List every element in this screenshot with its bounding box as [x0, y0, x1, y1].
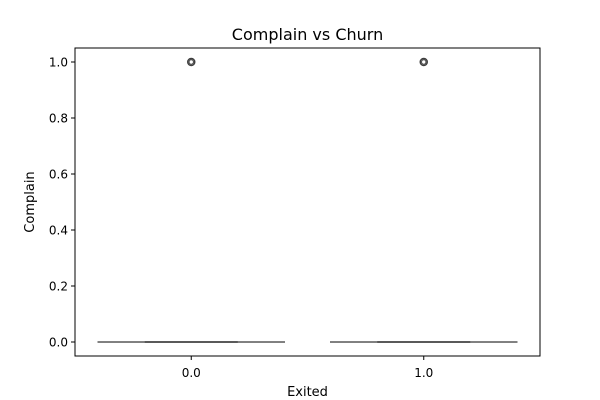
y-tick-label: 0.8 [49, 112, 68, 126]
y-tick-label: 0.4 [49, 224, 68, 238]
outlier-point [187, 57, 196, 67]
box-group [97, 57, 285, 343]
x-tick-label: 1.0 [414, 366, 433, 380]
x-axis-label: Exited [287, 385, 328, 400]
outlier-point [188, 59, 194, 65]
x-axis-ticks: 0.0 1.0 [182, 356, 433, 380]
plot-area-frame [74, 47, 541, 357]
outlier-point [421, 59, 427, 65]
chart-title: Complain vs Churn [232, 25, 383, 44]
y-tick-label: 1.0 [49, 56, 68, 70]
box-group [330, 57, 518, 343]
outlier-point [419, 57, 428, 67]
y-axis-label: Complain [23, 171, 38, 232]
x-tick-label: 0.0 [182, 366, 201, 380]
y-tick-label: 0.0 [49, 336, 68, 350]
y-tick-label: 0.6 [49, 168, 68, 182]
plot-marks [97, 57, 518, 343]
y-axis-ticks: 0.0 0.2 0.4 0.6 0.8 1.0 [49, 56, 75, 350]
y-tick-label: 0.2 [49, 280, 68, 294]
